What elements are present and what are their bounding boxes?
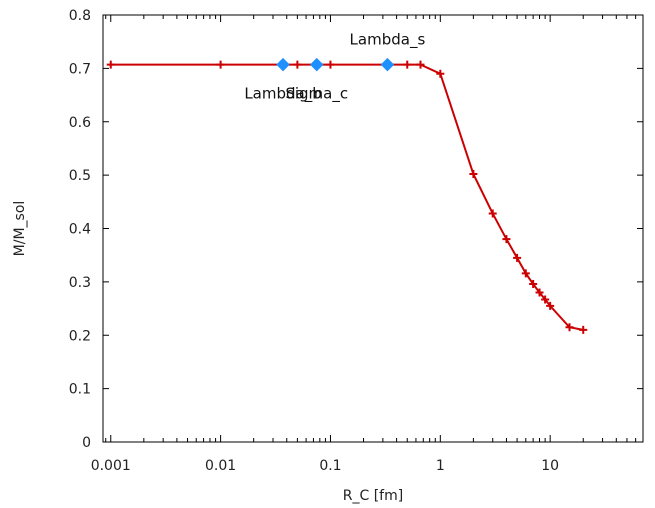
y-tick-label: 0.7 bbox=[69, 61, 91, 77]
data-point bbox=[106, 60, 115, 69]
y-tick-label: 0 bbox=[82, 435, 91, 451]
data-point bbox=[488, 209, 497, 218]
data-point bbox=[546, 301, 555, 310]
highlight-marker bbox=[380, 57, 395, 72]
y-tick-label: 0.4 bbox=[69, 222, 91, 238]
data-point bbox=[502, 235, 511, 244]
y-tick-label: 0.3 bbox=[69, 275, 91, 291]
plot-area: 0 0.1 0.2 0.3 0.4 0.5 0.6 0.7 0.8 0.001 0.01 0.1 1 10… bbox=[69, 8, 644, 474]
data-point bbox=[529, 280, 538, 289]
y-axis-title: M/M_sol bbox=[12, 201, 28, 257]
data-point bbox=[513, 253, 522, 262]
y-tick-label: 0.6 bbox=[69, 115, 91, 131]
highlight-marker bbox=[276, 57, 290, 72]
y-tick-label: 0.2 bbox=[69, 328, 91, 344]
highlight-label: Lambda_s bbox=[350, 31, 426, 50]
highlight-label: Sigma_c bbox=[285, 85, 348, 104]
data-point bbox=[326, 60, 335, 69]
data-point bbox=[293, 60, 302, 69]
data-point bbox=[436, 69, 445, 78]
highlight-marker bbox=[310, 57, 324, 72]
x-tick-label: 0.01 bbox=[205, 458, 236, 474]
data-point bbox=[469, 170, 478, 179]
data-point bbox=[541, 295, 550, 304]
data-point bbox=[216, 60, 225, 69]
highlight-label: Lambda_b bbox=[244, 85, 321, 104]
data-point bbox=[403, 60, 412, 69]
x-tick-label: 0.001 bbox=[91, 458, 131, 474]
data-point bbox=[416, 60, 425, 69]
data-point bbox=[565, 323, 574, 332]
data-point bbox=[579, 325, 588, 334]
x-axis-title: R_C [fm] bbox=[343, 488, 403, 504]
data-point bbox=[521, 269, 530, 278]
y-tick-label: 0.8 bbox=[69, 8, 91, 24]
data-point bbox=[535, 288, 544, 297]
y-tick-label: 0.5 bbox=[69, 168, 91, 184]
x-tick-label: 1 bbox=[436, 458, 445, 474]
y-tick-label: 0.1 bbox=[69, 382, 91, 398]
x-tick-label: 10 bbox=[541, 458, 559, 474]
x-tick-label: 0.1 bbox=[319, 458, 341, 474]
